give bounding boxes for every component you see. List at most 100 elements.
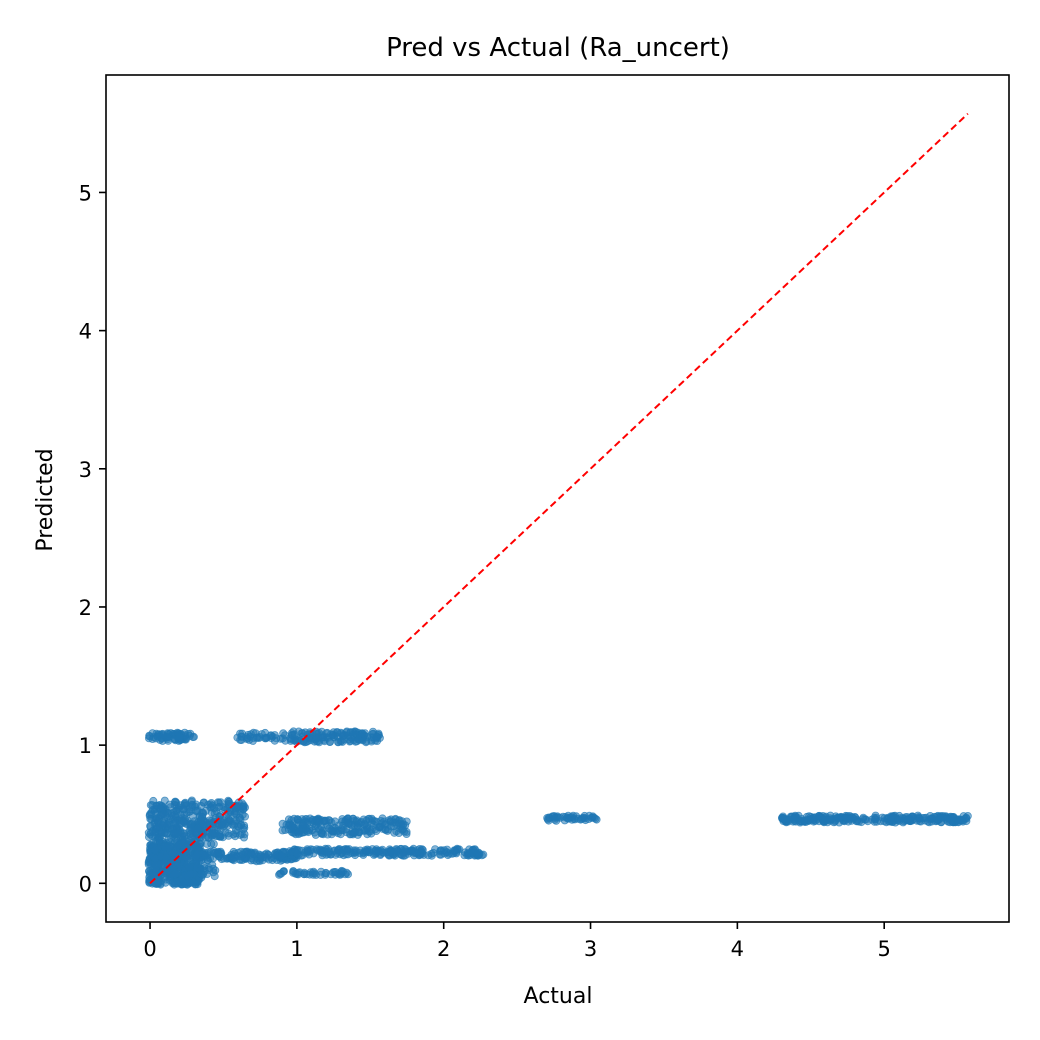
data-point — [327, 730, 336, 739]
data-point — [427, 849, 436, 858]
data-point — [171, 869, 180, 878]
data-point — [855, 817, 864, 826]
y-axis-label: Predicted — [33, 448, 58, 551]
data-point — [581, 816, 590, 825]
y-tick-label: 5 — [79, 181, 92, 205]
data-point — [285, 819, 294, 828]
data-point — [460, 851, 469, 860]
data-point — [170, 819, 179, 828]
data-point — [262, 733, 271, 742]
data-point — [163, 866, 172, 875]
data-point — [169, 829, 178, 838]
x-axis: 0 1 2 3 4 5 — [143, 922, 891, 961]
data-point — [198, 820, 207, 829]
data-point — [298, 821, 307, 830]
data-point — [306, 814, 315, 823]
data-point — [179, 805, 188, 814]
data-point — [419, 850, 428, 859]
data-point — [220, 816, 229, 825]
data-point — [164, 844, 173, 853]
data-point — [937, 818, 946, 827]
data-point — [381, 825, 390, 834]
data-point — [186, 831, 195, 840]
data-point — [196, 865, 205, 874]
data-point — [164, 835, 173, 844]
data-point — [402, 830, 411, 839]
data-point — [358, 729, 367, 738]
data-point — [185, 863, 194, 872]
data-point — [286, 734, 295, 743]
reference-line — [149, 112, 969, 885]
data-point — [298, 729, 307, 738]
data-point — [363, 824, 372, 833]
data-point — [308, 826, 317, 835]
y-tick-label: 3 — [79, 458, 92, 482]
x-tick-label: 5 — [878, 937, 891, 961]
data-point — [219, 854, 228, 863]
data-point — [349, 846, 358, 855]
data-point — [190, 838, 199, 847]
data-point — [328, 827, 337, 836]
data-point — [151, 864, 160, 873]
data-point — [287, 828, 296, 837]
data-point — [203, 851, 212, 860]
data-point — [210, 872, 219, 881]
data-point — [342, 828, 351, 837]
data-point — [343, 845, 352, 854]
data-point — [294, 830, 303, 839]
data-point — [190, 817, 199, 826]
data-point — [311, 870, 320, 879]
data-point — [334, 738, 343, 747]
data-point — [435, 850, 444, 859]
data-point — [153, 823, 162, 832]
data-point — [871, 811, 880, 820]
data-point — [337, 729, 346, 738]
data-point — [361, 738, 370, 747]
data-point — [165, 800, 174, 809]
data-point — [563, 814, 572, 823]
data-point — [250, 848, 259, 857]
data-point — [145, 810, 154, 819]
data-point — [337, 867, 346, 876]
data-point — [198, 810, 207, 819]
data-point — [181, 880, 190, 889]
data-point — [208, 831, 217, 840]
data-point — [204, 800, 213, 809]
data-point — [144, 734, 153, 743]
data-point — [168, 811, 177, 820]
data-points — [144, 727, 972, 889]
data-point — [203, 870, 212, 879]
data-point — [780, 815, 789, 824]
x-tick-label: 3 — [584, 937, 597, 961]
data-point — [333, 846, 342, 855]
data-point — [230, 809, 239, 818]
data-point — [170, 880, 179, 889]
data-point — [229, 830, 238, 839]
data-point — [352, 737, 361, 746]
data-point — [209, 840, 218, 849]
data-point — [342, 818, 351, 827]
data-point — [275, 869, 284, 878]
data-point — [380, 817, 389, 826]
data-point — [209, 817, 218, 826]
data-point — [232, 852, 241, 861]
data-point — [239, 802, 248, 811]
y-tick-label: 0 — [79, 872, 92, 896]
data-point — [908, 812, 917, 821]
data-point — [591, 814, 600, 823]
x-tick-label: 1 — [290, 937, 303, 961]
data-point — [823, 815, 832, 824]
data-point — [159, 810, 168, 819]
data-point — [240, 830, 249, 839]
data-point — [846, 815, 855, 824]
data-point — [270, 850, 279, 859]
x-axis-label: Actual — [524, 984, 593, 1009]
data-point — [399, 820, 408, 829]
data-point — [349, 728, 358, 737]
data-point — [375, 847, 384, 856]
data-point — [394, 829, 403, 838]
x-tick-label: 0 — [143, 937, 156, 961]
data-point — [453, 844, 462, 853]
